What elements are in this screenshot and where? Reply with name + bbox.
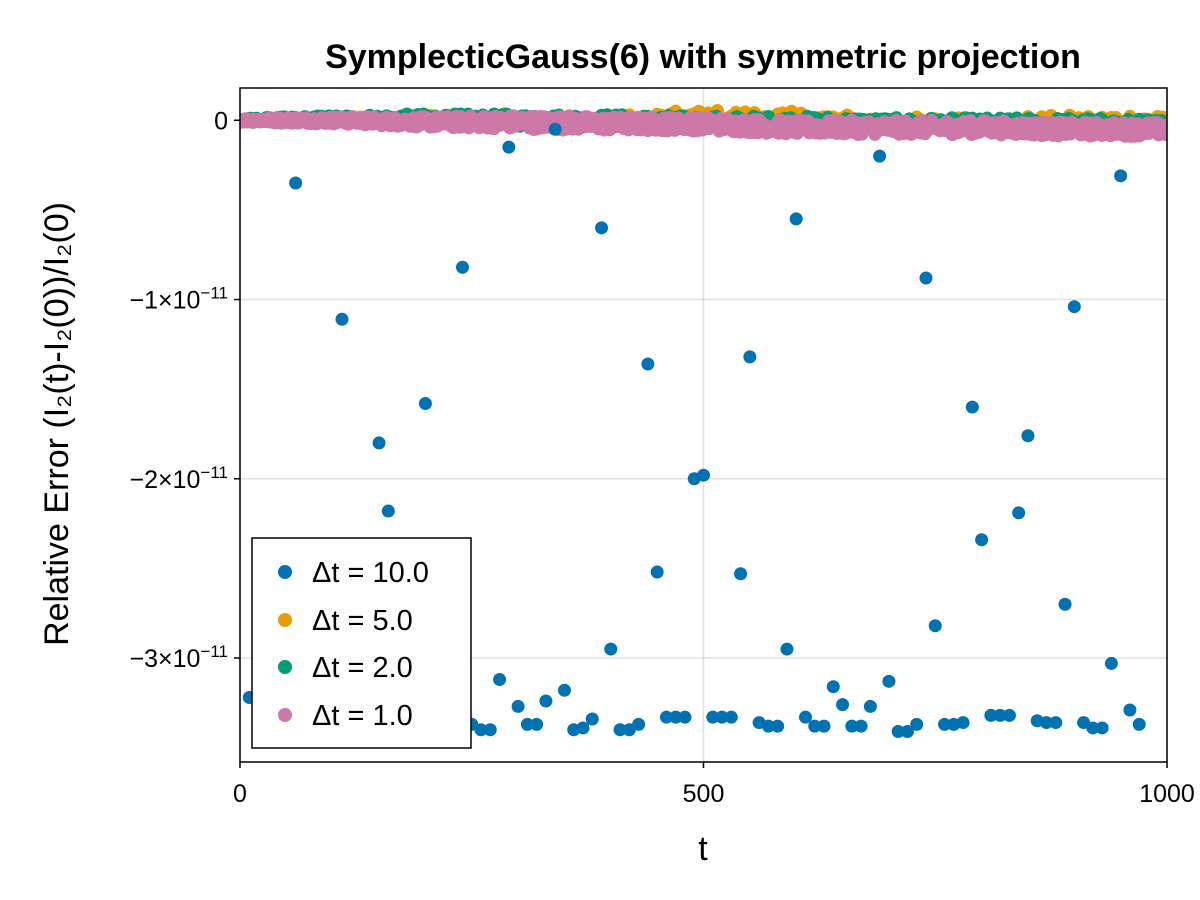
data-point	[891, 725, 905, 739]
data-point	[956, 716, 970, 730]
data-point	[1159, 128, 1167, 142]
data-point	[965, 400, 979, 414]
y-axis-ticks: 0 −1×10−11 −2×10−11 −3×10−11	[130, 107, 240, 673]
data-point	[372, 436, 386, 450]
x-tick-label: 500	[683, 780, 725, 808]
data-point	[1086, 721, 1100, 735]
data-point	[585, 712, 599, 726]
data-point	[1104, 656, 1118, 670]
data-point	[1049, 716, 1063, 730]
data-point	[613, 723, 627, 737]
data-point	[530, 717, 544, 731]
data-point	[715, 710, 729, 724]
x-axis-label: t	[698, 830, 708, 868]
data-point	[659, 710, 673, 724]
legend-marker-dt5	[278, 613, 292, 627]
y-axis-label: Relative Error (I₂(t)-I₂(0))/I₂(0)	[38, 202, 76, 646]
data-point	[604, 642, 618, 656]
data-point	[724, 710, 738, 724]
x-tick-label: 1000	[1139, 780, 1195, 808]
data-point	[1123, 703, 1137, 717]
chart-title: SymplecticGauss(6) with symmetric projec…	[325, 38, 1081, 76]
data-point	[706, 710, 720, 724]
data-point	[817, 719, 831, 733]
data-point	[502, 140, 516, 154]
legend-label-dt2: Δt = 2.0	[312, 652, 413, 684]
data-point	[789, 212, 803, 226]
y-tick-label: −3×10−11	[130, 642, 229, 673]
data-point	[483, 723, 497, 737]
legend-marker-dt10	[278, 565, 292, 579]
data-point	[780, 642, 794, 656]
data-point	[474, 723, 488, 737]
data-point	[1021, 429, 1035, 443]
data-point	[928, 619, 942, 633]
data-point	[1039, 716, 1053, 730]
data-point	[1132, 717, 1146, 731]
data-point	[1058, 597, 1072, 611]
data-point	[669, 710, 683, 724]
legend-label-dt1: Δt = 1.0	[312, 700, 413, 732]
data-point	[1160, 118, 1167, 132]
data-point	[1067, 300, 1081, 314]
legend: Δt = 10.0 Δt = 5.0 Δt = 2.0 Δt = 1.0	[251, 537, 472, 749]
data-point	[919, 271, 933, 285]
data-point	[845, 719, 859, 733]
y-tick-label: −2×10−11	[130, 463, 229, 494]
data-point	[734, 567, 748, 581]
data-point	[1002, 708, 1016, 722]
data-layer	[240, 103, 1167, 739]
y-tick-label: −1×10−11	[130, 284, 229, 315]
data-point	[984, 708, 998, 722]
data-point	[548, 122, 562, 136]
data-point	[511, 699, 525, 713]
data-point	[520, 717, 534, 731]
data-point	[632, 717, 646, 731]
data-point	[595, 221, 609, 235]
x-axis-ticks: 0 500 1000	[233, 762, 1195, 808]
data-point	[455, 260, 469, 274]
data-point	[335, 312, 349, 326]
data-point	[557, 683, 571, 697]
legend-label-dt5: Δt = 5.0	[312, 605, 413, 637]
legend-marker-dt1	[278, 708, 292, 722]
series-dt1.0	[240, 109, 1167, 143]
data-point	[678, 710, 692, 724]
data-point	[863, 699, 877, 713]
data-point	[975, 533, 989, 547]
data-point	[761, 719, 775, 733]
data-point	[873, 149, 887, 163]
data-point	[650, 565, 664, 579]
y-tick-label: 0	[214, 107, 228, 135]
data-point	[576, 721, 590, 735]
data-point	[854, 719, 868, 733]
data-point	[798, 710, 812, 724]
data-point	[771, 719, 785, 733]
data-point	[938, 717, 952, 731]
data-point	[418, 396, 432, 410]
data-point	[1114, 169, 1128, 183]
data-point	[743, 350, 757, 364]
data-point	[493, 673, 507, 687]
data-point	[993, 708, 1007, 722]
data-point	[910, 717, 924, 731]
data-point	[381, 504, 395, 518]
x-tick-label: 0	[233, 780, 247, 808]
data-point	[808, 719, 822, 733]
data-point	[697, 468, 710, 482]
data-point	[882, 674, 896, 688]
legend-marker-dt2	[278, 660, 292, 674]
data-point	[836, 698, 850, 712]
legend-label-dt10: Δt = 10.0	[312, 557, 429, 589]
data-point	[1012, 506, 1026, 520]
data-point	[289, 176, 303, 190]
data-point	[641, 357, 655, 371]
data-point	[826, 680, 840, 694]
data-point	[1095, 721, 1109, 735]
data-point	[900, 725, 914, 739]
data-point	[539, 694, 553, 708]
